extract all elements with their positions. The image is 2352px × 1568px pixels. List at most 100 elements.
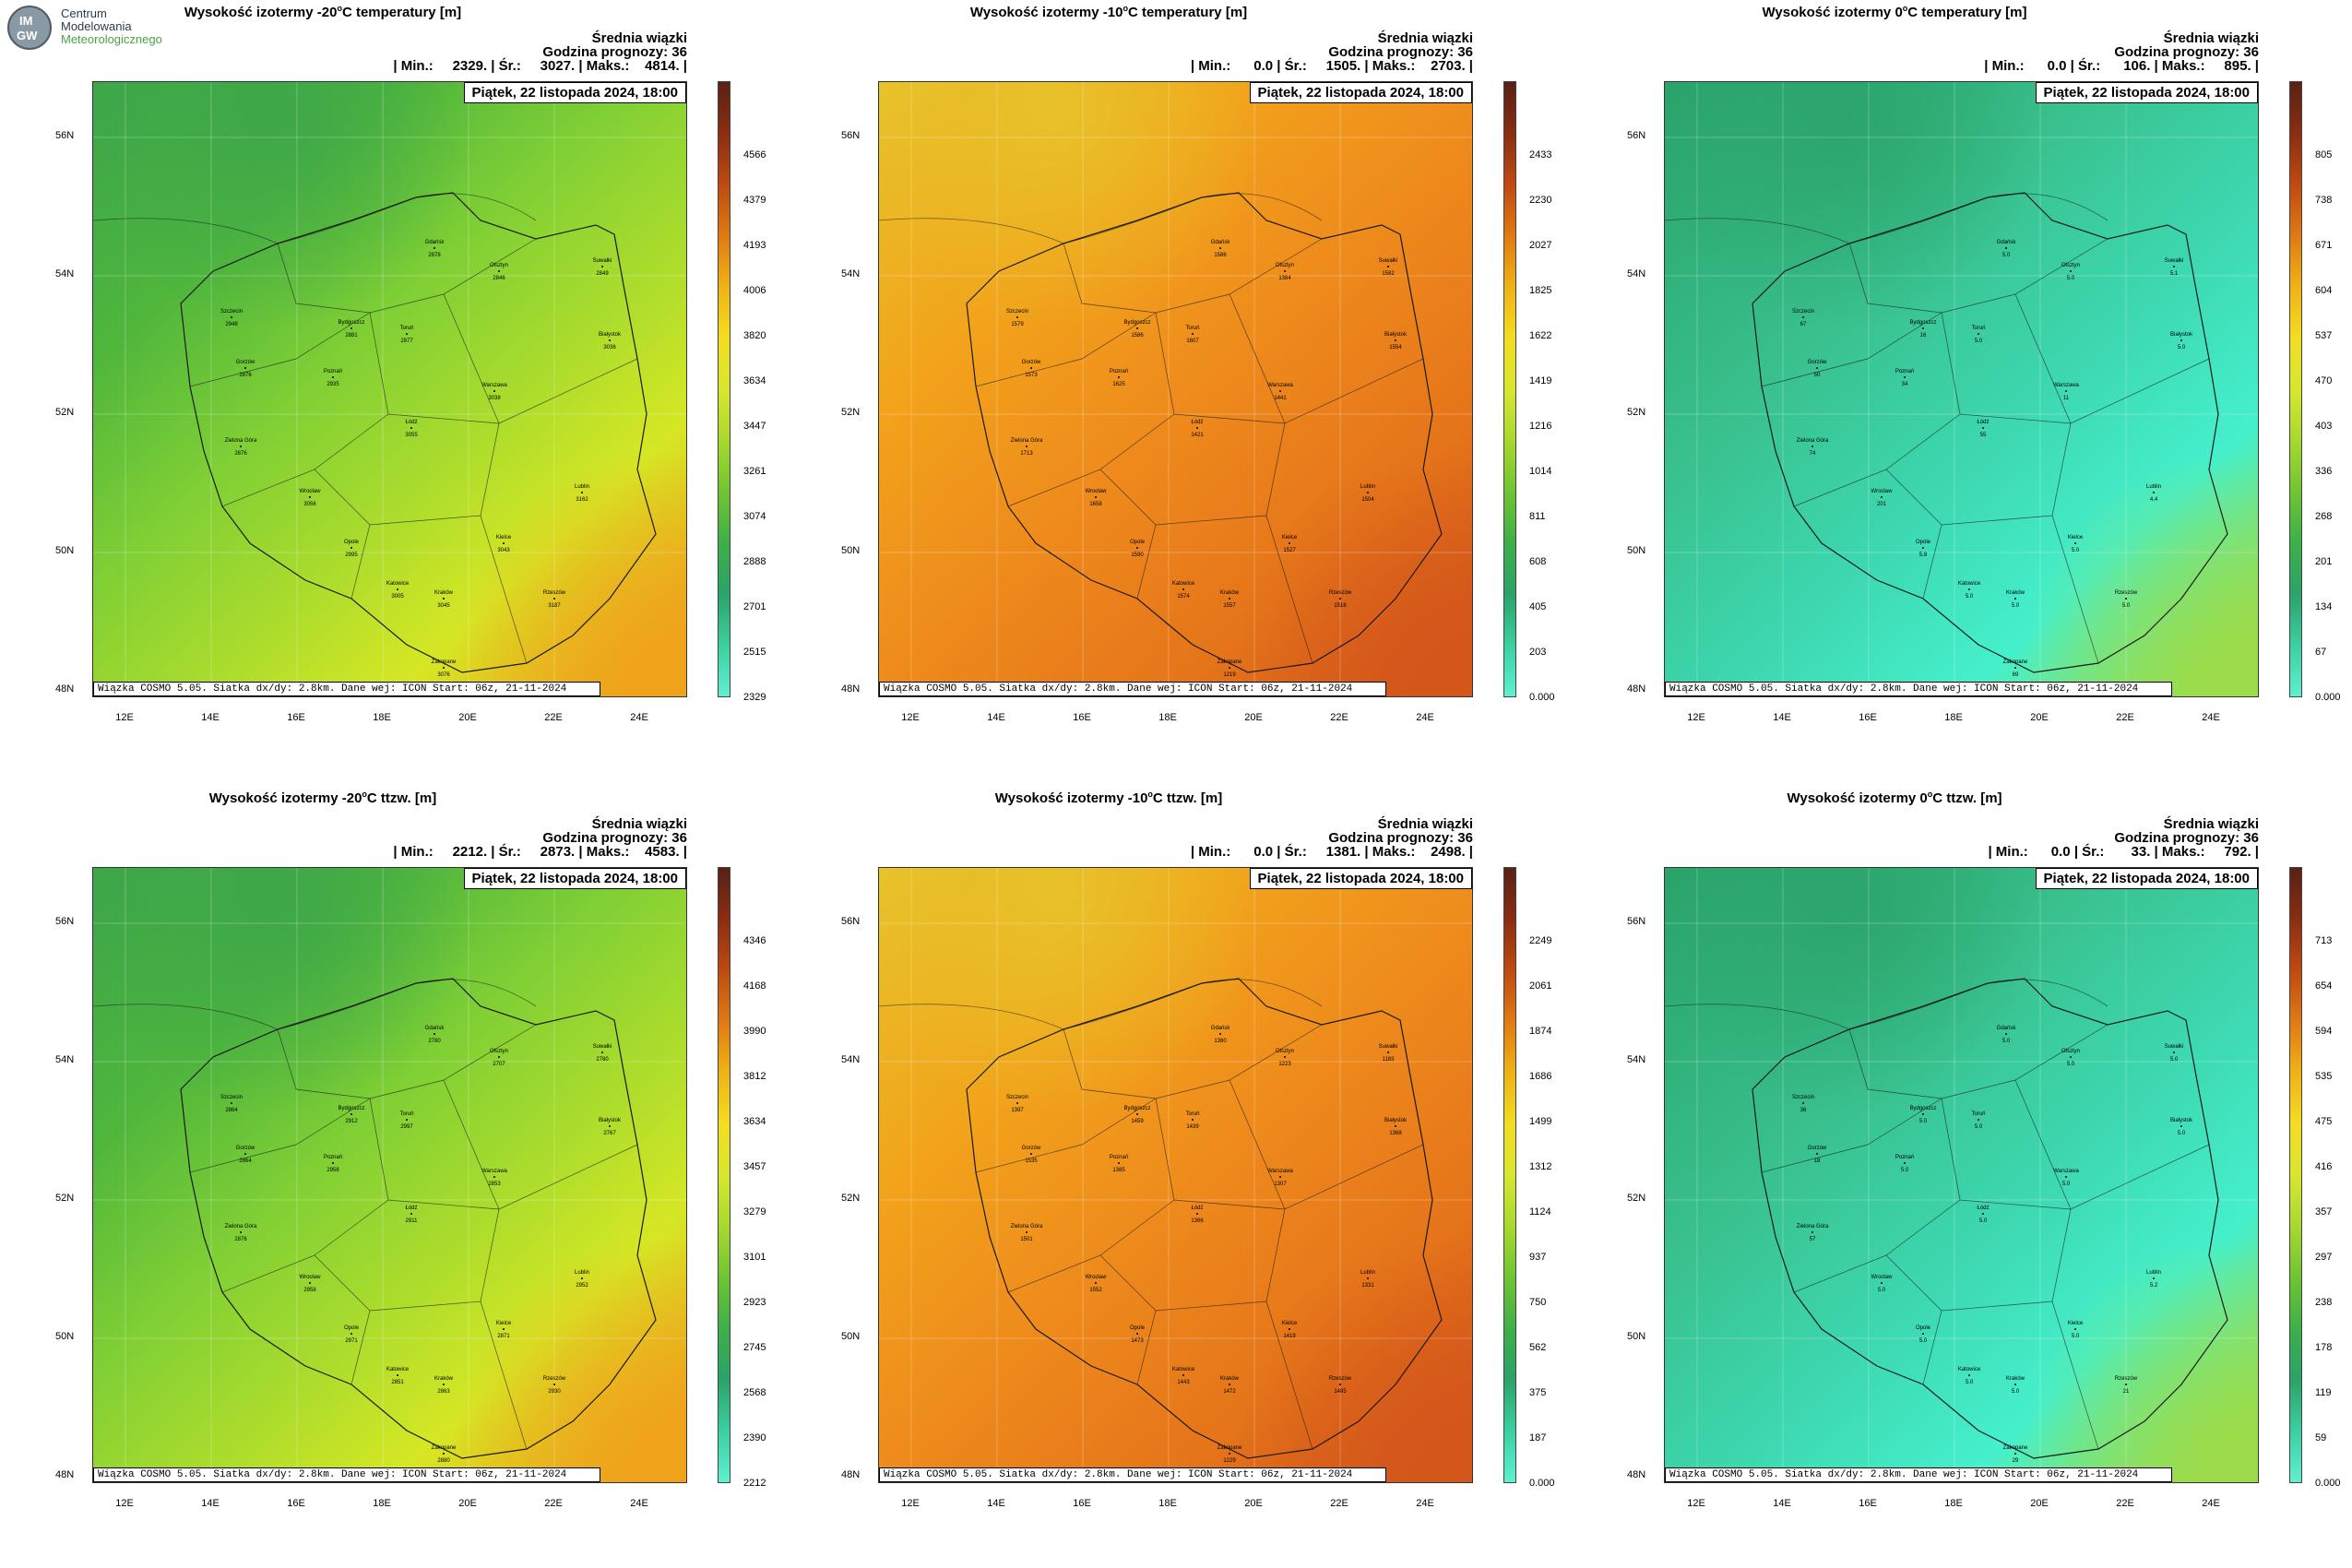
city-value: 5.0: [1966, 1380, 1974, 1385]
city-marker: Opole 5.8: [1916, 540, 1931, 558]
city-value: 1368: [1389, 1131, 1402, 1136]
lon-label: 18E: [1158, 712, 1177, 723]
panel-title: Wysokość izotermy -20oC temperatury [m]: [184, 4, 462, 20]
map-panel-3: Wysokość izotermy 0oC temperatury [m] Śre…: [1572, 0, 2346, 738]
lat-label: 56N: [1627, 130, 1646, 141]
city-name: Szczecin: [1006, 309, 1028, 315]
city-dot: [2005, 1033, 2007, 1035]
city-dot: [1192, 333, 1194, 335]
lat-label: 50N: [55, 545, 75, 556]
city-value: 5.8: [1919, 552, 1928, 558]
city-value: 67: [1800, 322, 1807, 327]
city-dot: [1904, 1162, 1906, 1164]
city-value: 2851: [391, 1380, 404, 1385]
city-value: 1384: [1278, 276, 1291, 281]
city-marker: Katowice 5.0: [1958, 1367, 1981, 1385]
city-value: 1331: [1361, 1283, 1374, 1289]
colorbar-label: 2568: [743, 1387, 766, 1398]
model-footer: Wiązka COSMO 5.05. Siatka dx/dy: 2.8km. …: [1665, 1467, 2172, 1482]
lat-label: 54N: [55, 1054, 75, 1065]
city-value: 2864: [225, 1108, 238, 1113]
map-svg: Gdańsk 1586 Olsztyn 1384 Suwałki 1582 Szczecin…: [879, 82, 1472, 696]
city-dot: [2125, 1384, 2127, 1385]
lat-label: 54N: [841, 1054, 861, 1065]
city-dot: [1904, 376, 1906, 378]
city-name: Gdańsk: [1211, 240, 1231, 245]
city-name: Kielce: [1282, 1321, 1298, 1326]
city-dot: [1026, 445, 1028, 447]
city-dot: [1881, 1282, 1883, 1284]
city-marker: Katowice 3005: [386, 581, 410, 600]
ensemble-mean-label: Średnia wiązki: [1377, 30, 1473, 46]
city-value: 5.0: [1979, 1218, 1988, 1224]
city-dot: [1881, 496, 1883, 498]
city-value: 1441: [1274, 396, 1287, 401]
city-name: Lublin: [1360, 484, 1375, 490]
city-marker: Suwałki 1582: [1379, 258, 1398, 277]
map-panel-5: Wysokość izotermy -10oC ttzw. [m] Średnia…: [786, 786, 1561, 1524]
city-dot: [309, 496, 311, 498]
city-dot: [434, 1033, 435, 1035]
colorbar-label: 2027: [1529, 240, 1552, 251]
city-marker: Katowice 1443: [1172, 1367, 1195, 1385]
logo-line2: Modelowania: [61, 19, 132, 33]
city-value: 1504: [1361, 497, 1374, 503]
city-value: 2853: [488, 1182, 501, 1187]
logo-line3: Meteorologicznego: [61, 32, 162, 46]
lat-label: 54N: [55, 268, 75, 279]
colorbar-label: 0.000: [1529, 1478, 1555, 1489]
map-area: Gdańsk 1380 Olsztyn 1223 Suwałki 1183 Szczecin…: [878, 867, 1473, 1483]
city-marker: Toruń 1439: [1185, 1111, 1199, 1130]
lat-label: 48N: [841, 683, 861, 695]
city-dot: [1812, 445, 1813, 447]
colorbar-label: 3074: [743, 511, 766, 522]
city-name: Zakopane: [2003, 659, 2028, 665]
city-value: 3036: [603, 345, 616, 350]
stats-line: | Min.: 0.0 | Śr.: 1505. | Maks.: 2703. …: [1190, 58, 1473, 74]
lon-label: 18E: [1944, 712, 1963, 723]
city-marker: Łódź 2911: [405, 1206, 418, 1224]
city-name: Bydgoszcz: [338, 320, 364, 326]
city-value: 4.4: [2150, 497, 2158, 503]
city-name: Lublin: [2146, 1270, 2161, 1276]
city-marker: Bydgoszcz 5.0: [1909, 1106, 1936, 1124]
colorbar-label: 119: [2315, 1387, 2332, 1398]
colorbar-label: 238: [2315, 1297, 2333, 1308]
city-dot: [1922, 1333, 1924, 1335]
city-marker: Wrocław 5.0: [1871, 1275, 1894, 1293]
city-name: Toruń: [399, 326, 413, 331]
city-marker: Katowice 1574: [1172, 581, 1195, 600]
city-marker: Zielona Góra 74: [1797, 438, 1829, 457]
city-marker: Szczecin 1579: [1006, 309, 1028, 327]
panel-title: Wysokość izotermy -20oC ttzw. [m]: [208, 790, 437, 806]
colorbar-label: 2515: [743, 647, 766, 658]
lon-label: 14E: [201, 712, 220, 723]
city-value: 50: [1814, 373, 1821, 378]
city-marker: Zielona Góra 57: [1797, 1224, 1829, 1242]
city-dot: [1219, 1033, 1221, 1035]
city-name: Gorzów: [1808, 360, 1827, 365]
city-dot: [2125, 598, 2127, 600]
city-name: Gdańsk: [1211, 1026, 1231, 1031]
lat-label: 48N: [55, 683, 75, 695]
city-dot: [1016, 1102, 1018, 1104]
city-marker: Lublin 1331: [1360, 1270, 1375, 1289]
city-dot: [2180, 339, 2182, 341]
lon-label: 12E: [1687, 1498, 1705, 1509]
city-value: 74: [1810, 451, 1816, 457]
colorbar-label: 357: [2315, 1206, 2333, 1218]
city-dot: [553, 598, 555, 600]
city-marker: Opole 2971: [344, 1325, 360, 1344]
city-dot: [1922, 1113, 1924, 1115]
city-name: Zielona Góra: [1011, 1224, 1043, 1229]
city-name: Olsztyn: [490, 263, 508, 268]
panel-title: Wysokość izotermy -10oC ttzw. [m]: [994, 790, 1223, 806]
city-value: 3045: [437, 603, 450, 609]
colorbar-label: 403: [2315, 421, 2333, 432]
city-value: 5.0: [1975, 339, 1983, 344]
colorbar-label: 713: [2315, 935, 2333, 946]
map-area: Gdańsk 2780 Olsztyn 2707 Suwałki 2780 Szczecin…: [92, 867, 687, 1483]
city-dot: [1279, 1176, 1281, 1178]
city-value: 3056: [303, 502, 316, 507]
city-dot: [443, 1453, 445, 1455]
